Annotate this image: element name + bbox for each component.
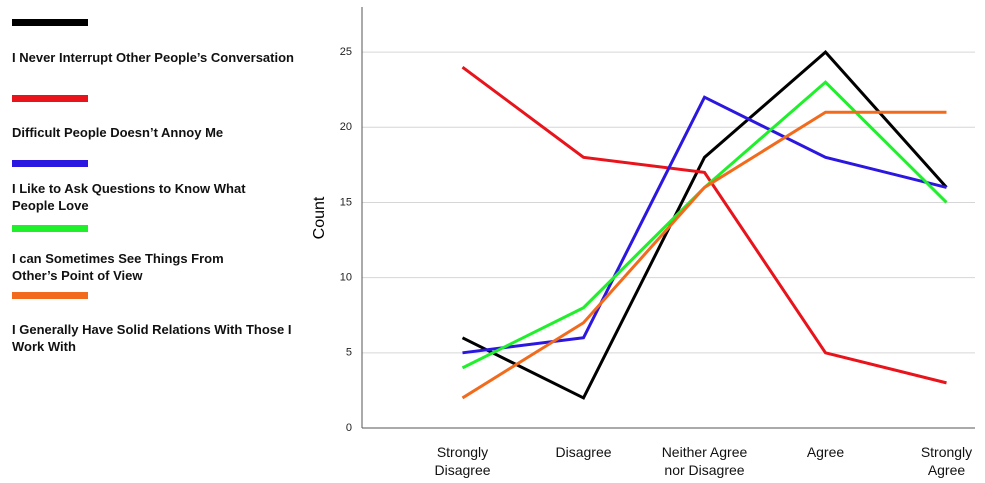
legend-swatch — [12, 292, 88, 299]
series-line — [461, 110, 947, 400]
legend-label: I Generally Have Solid Relations With Th… — [12, 322, 292, 354]
y-tick-label: 5 — [346, 347, 352, 359]
legend-swatch — [12, 160, 88, 167]
legend-swatch — [12, 225, 88, 232]
legend-label: I can Sometimes See Things From Other’s … — [12, 251, 224, 283]
y-tick-label: 25 — [340, 46, 352, 58]
y-tick-label: 0 — [346, 422, 352, 434]
y-tick-label: 10 — [340, 272, 352, 284]
legend-label: I Never Interrupt Other People’s Convers… — [12, 50, 294, 65]
y-axis-label: Count — [311, 196, 328, 239]
x-tick-label: Strongly Disagree — [434, 444, 491, 478]
series-line — [461, 80, 948, 370]
legend-label: I Like to Ask Questions to Know What Peo… — [12, 181, 246, 213]
series-line — [462, 95, 947, 355]
x-tick-label: Neither Agree nor Disagree — [661, 444, 748, 478]
y-tick-label: 20 — [340, 121, 352, 133]
y-tick-label: 15 — [340, 196, 352, 208]
legend-swatch — [12, 95, 88, 102]
series-line — [461, 50, 948, 400]
x-tick-label: Disagree — [555, 444, 612, 460]
x-tick-label: Agree — [806, 444, 845, 460]
x-tick-label: Strongly Agree — [920, 444, 973, 478]
legend-label: Difficult People Doesn’t Annoy Me — [12, 125, 224, 140]
legend-swatch — [12, 19, 88, 26]
series-line — [461, 65, 947, 385]
